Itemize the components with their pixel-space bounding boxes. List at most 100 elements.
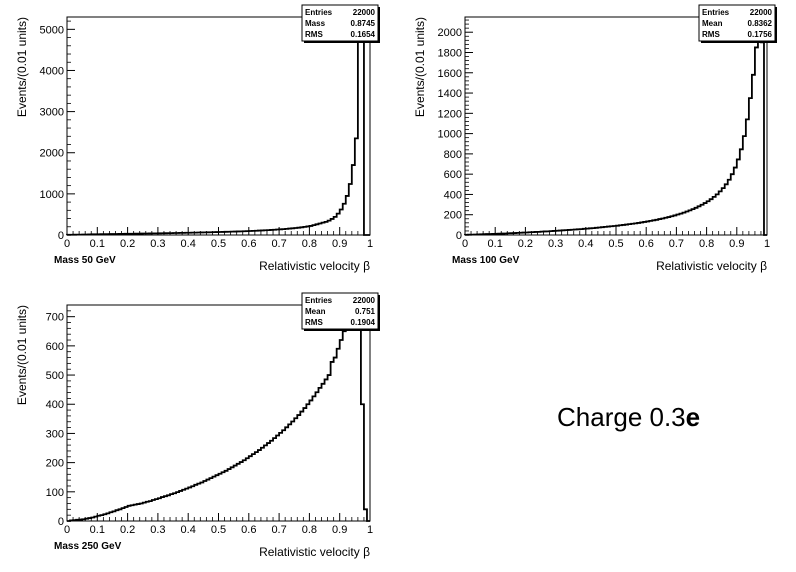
x-tick-label: 0.3 bbox=[150, 524, 165, 536]
y-axis-title: Events/(0.01 units) bbox=[413, 17, 427, 117]
x-tick-label: 1 bbox=[367, 238, 373, 250]
y-tick-label: 5000 bbox=[40, 24, 64, 36]
x-tick-label: 0.7 bbox=[271, 524, 286, 536]
x-tick-label: 0.3 bbox=[150, 238, 165, 250]
y-tick-label: 1800 bbox=[438, 47, 462, 59]
y-tick-label: 200 bbox=[444, 210, 462, 222]
stats-key: RMS bbox=[305, 30, 323, 39]
x-tick-label: 0.2 bbox=[120, 524, 135, 536]
stats-box-shadow bbox=[378, 295, 380, 331]
x-tick-label: 0.1 bbox=[488, 238, 503, 250]
y-tick-label: 0 bbox=[58, 516, 64, 528]
stats-box-shadow bbox=[378, 7, 380, 43]
stats-value: 22000 bbox=[353, 296, 376, 305]
x-tick-label: 0.7 bbox=[669, 238, 684, 250]
y-tick-label: 600 bbox=[46, 341, 64, 353]
x-tick-label: 0 bbox=[462, 238, 468, 250]
stats-key: Mean bbox=[305, 307, 326, 316]
y-tick-label: 0 bbox=[58, 230, 64, 242]
x-tick-label: 0.4 bbox=[181, 238, 196, 250]
stats-value: 0.1904 bbox=[351, 318, 376, 327]
x-tick-label: 1 bbox=[367, 524, 373, 536]
histogram-panel-3: 0 0.1 0.2 0.3 0.4 0.5 0.6 0.7 0.8 0.9 1 0 100 200 300 4… bbox=[15, 292, 380, 559]
stats-value: 22000 bbox=[353, 8, 376, 17]
stats-key: Entries bbox=[305, 296, 333, 305]
charge-label: Charge 0.3e bbox=[557, 402, 700, 433]
y-tick-label: 1400 bbox=[438, 88, 462, 100]
y-tick-label: 4000 bbox=[40, 65, 64, 77]
x-tick-label: 0 bbox=[64, 238, 70, 250]
stats-value: 0.751 bbox=[355, 307, 376, 316]
plot-frame bbox=[66, 16, 371, 236]
y-tick-label: 0 bbox=[456, 230, 462, 242]
y-tick-label: 100 bbox=[46, 487, 64, 499]
mass-label: Mass 100 GeV bbox=[452, 255, 520, 266]
y-tick-label: 400 bbox=[444, 189, 462, 201]
y-tick-label: 400 bbox=[46, 399, 64, 411]
stats-value: 22000 bbox=[750, 8, 773, 17]
y-tick-label: 700 bbox=[46, 312, 64, 324]
histogram-line bbox=[464, 16, 767, 236]
histogram-line bbox=[67, 304, 370, 522]
x-tick-label: 0.8 bbox=[302, 238, 317, 250]
y-axis-title: Events/(0.01 units) bbox=[15, 305, 29, 405]
y-tick-label: 3000 bbox=[40, 107, 64, 119]
x-tick-label: 0 bbox=[64, 524, 70, 536]
x-tick-label: 0.6 bbox=[241, 524, 256, 536]
mass-label: Mass 250 GeV bbox=[54, 541, 122, 552]
x-tick-label: 0.1 bbox=[90, 238, 105, 250]
y-tick-label: 1200 bbox=[438, 108, 462, 120]
x-tick-label: 0.6 bbox=[241, 238, 256, 250]
stats-key: RMS bbox=[305, 318, 323, 327]
x-tick-label: 0.9 bbox=[729, 238, 744, 250]
x-axis-title: Relativistic velocity β bbox=[259, 545, 370, 559]
x-tick-label: 0.2 bbox=[518, 238, 533, 250]
y-axis-title: Events/(0.01 units) bbox=[15, 17, 29, 117]
x-tick-label: 0.5 bbox=[211, 238, 226, 250]
x-tick-label: 0.6 bbox=[639, 238, 654, 250]
y-tick-label: 600 bbox=[444, 169, 462, 181]
x-tick-label: 0.8 bbox=[302, 524, 317, 536]
x-tick-label: 0.4 bbox=[578, 238, 593, 250]
charge-symbol: e bbox=[685, 402, 701, 432]
x-tick-label: 0.8 bbox=[699, 238, 714, 250]
stats-box bbox=[698, 4, 776, 42]
histogram-line bbox=[66, 16, 370, 236]
stats-box bbox=[301, 292, 379, 330]
plot-frame bbox=[464, 16, 768, 236]
y-tick-label: 800 bbox=[444, 149, 462, 161]
stats-key: Entries bbox=[702, 8, 730, 17]
stats-key: Entries bbox=[305, 8, 333, 17]
stats-box-shadow bbox=[701, 41, 777, 43]
charge-text: Charge 0.3 bbox=[557, 402, 686, 432]
x-tick-label: 0.2 bbox=[120, 238, 135, 250]
y-tick-label: 200 bbox=[46, 458, 64, 470]
x-axis-title: Relativistic velocity β bbox=[656, 259, 767, 273]
x-tick-label: 0.9 bbox=[332, 238, 347, 250]
x-tick-label: 0.5 bbox=[608, 238, 623, 250]
stats-value: 0.1654 bbox=[351, 30, 376, 39]
y-tick-label: 500 bbox=[46, 370, 64, 382]
stats-key: Mass bbox=[305, 19, 326, 28]
plot-frame bbox=[66, 304, 371, 522]
stats-key: RMS bbox=[702, 30, 720, 39]
x-tick-label: 0.1 bbox=[90, 524, 105, 536]
stats-box-shadow bbox=[775, 7, 777, 43]
stats-key: Mean bbox=[702, 19, 723, 28]
x-tick-label: 0.7 bbox=[271, 238, 286, 250]
x-tick-label: 0.4 bbox=[181, 524, 196, 536]
stats-value: 0.1756 bbox=[748, 30, 773, 39]
y-tick-label: 2000 bbox=[40, 148, 64, 160]
y-tick-label: 2000 bbox=[438, 27, 462, 39]
mass-label: Mass 50 GeV bbox=[54, 255, 116, 266]
y-tick-label: 1000 bbox=[438, 129, 462, 141]
x-tick-label: 0.5 bbox=[211, 524, 226, 536]
x-tick-label: 1 bbox=[764, 238, 770, 250]
x-axis-title: Relativistic velocity β bbox=[259, 259, 370, 273]
y-tick-label: 1600 bbox=[438, 68, 462, 80]
stats-value: 0.8745 bbox=[351, 19, 376, 28]
y-tick-label: 300 bbox=[46, 428, 64, 440]
histogram-panel-2: 0 0.1 0.2 0.3 0.4 0.5 0.6 0.7 0.8 0.9 1 0 200 400 600 8… bbox=[413, 4, 777, 273]
stats-box-shadow bbox=[304, 329, 380, 331]
